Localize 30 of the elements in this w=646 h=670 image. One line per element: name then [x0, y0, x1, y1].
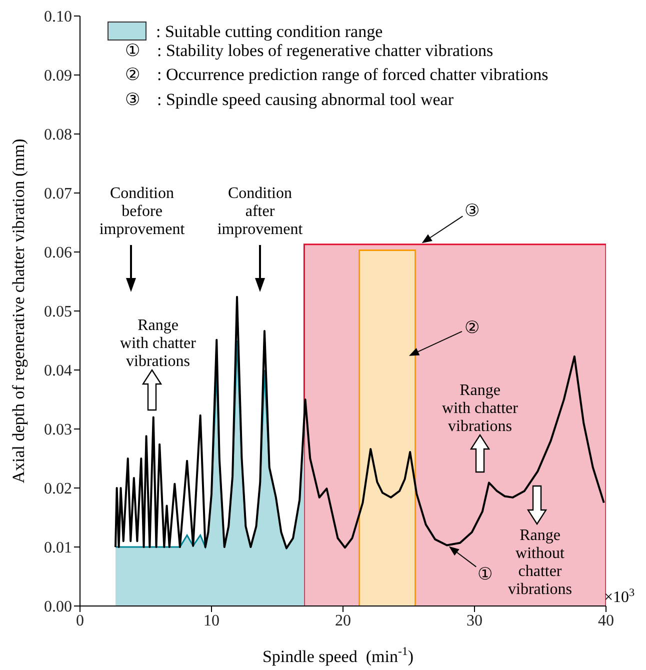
- y-tick-label: 0.05: [44, 304, 72, 321]
- y-tick-label: 0.10: [44, 8, 72, 26]
- x-tick-label: 20: [335, 612, 351, 630]
- y-tick-label: 0.07: [44, 186, 72, 203]
- annotation: Condition before improvement: [99, 185, 186, 238]
- x-tick-label: 40: [598, 612, 614, 630]
- legend-label: : Suitable cutting condition range: [156, 22, 383, 41]
- annotation: ③: [464, 201, 480, 220]
- y-tick-label: 0.03: [44, 422, 72, 439]
- y-tick-label: 0.01: [44, 540, 72, 557]
- annotation: Range without chatter vibrations: [508, 527, 572, 598]
- annotation: Condition after improvement: [217, 185, 304, 238]
- annotation: ②: [464, 318, 480, 337]
- x-axis-title: Spindle speed (min$^{-1}$): [262, 644, 414, 666]
- x-tick-label: 10: [204, 612, 220, 630]
- annotation: Range with chatter vibrations: [120, 317, 197, 370]
- y-tick-label: 0.08: [44, 126, 72, 144]
- annotation: Range with chatter vibrations: [442, 382, 519, 435]
- annotation: ①: [477, 564, 492, 584]
- y-axis-title: Axial depth of regenerative chatter vibration (mm): [9, 138, 28, 484]
- y-tick-label: 0.04: [44, 362, 72, 380]
- annotation: ② : Occurrence prediction range of forced chatter vibrations: [125, 65, 548, 84]
- x-tick-label: 30: [466, 612, 482, 630]
- y-tick-label: 0.02: [44, 480, 72, 498]
- annotation: ③ : Spindle speed causing abnormal tool wear: [125, 90, 454, 109]
- y-tick-label: 0.09: [44, 68, 72, 85]
- y-tick-label: 0.06: [44, 244, 72, 262]
- x-tick-label: 0: [76, 612, 84, 630]
- annotation: ① : Stability lobes of regenerative chatter vibrations: [125, 41, 494, 60]
- y-tick-label: 0.00: [44, 598, 72, 616]
